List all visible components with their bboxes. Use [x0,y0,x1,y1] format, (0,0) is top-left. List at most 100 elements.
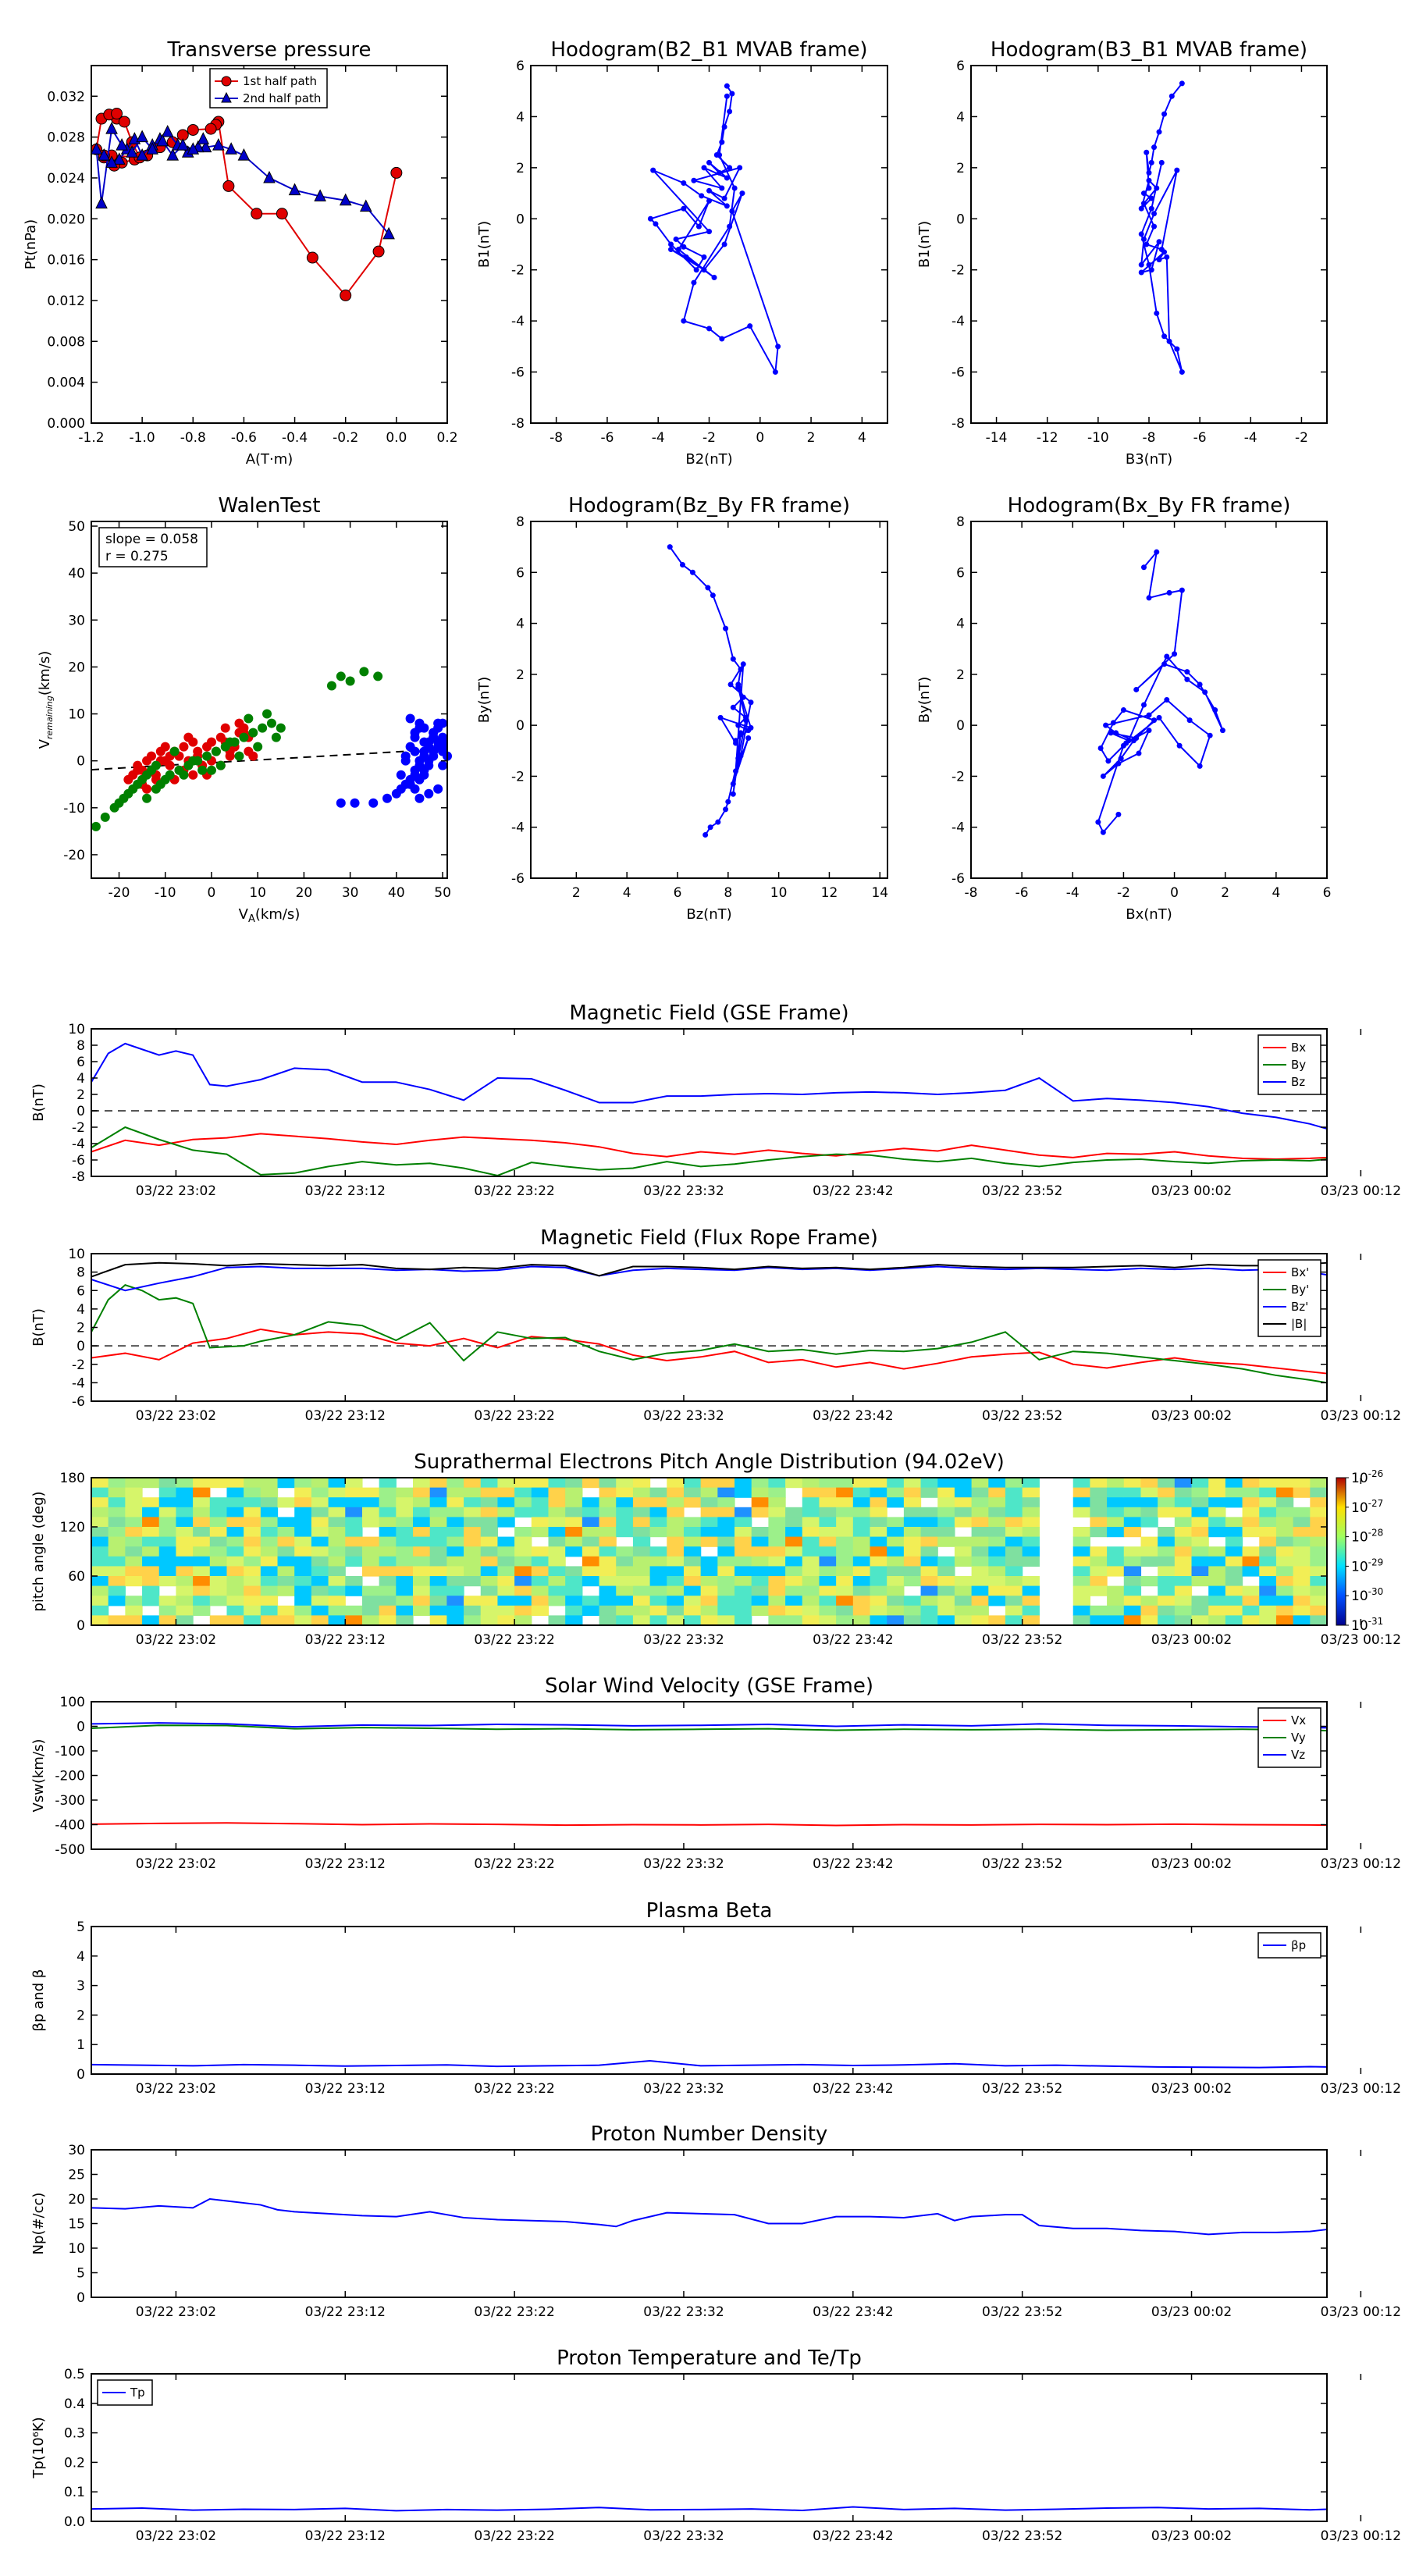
data-point [653,221,659,227]
heatmap-cell [1208,1566,1226,1577]
data-point [372,245,385,258]
heatmap-cell [209,1507,228,1517]
heatmap-cell [870,1546,887,1557]
heatmap-cell [819,1487,837,1498]
heatmap-cell [1225,1546,1243,1557]
data-point [729,208,735,214]
heatmap-cell [717,1527,735,1538]
heatmap-cell [1225,1615,1243,1626]
heatmap-cell [209,1517,228,1528]
heatmap-cell [396,1566,414,1577]
heatmap-cell [937,1536,955,1547]
heatmap-cell [413,1576,431,1587]
data-point [199,140,212,153]
heatmap-cell [413,1566,431,1577]
x-tick-label: 03/22 23:42 [813,2081,893,2097]
legend-marker [221,91,232,103]
heatmap-cell [1005,1497,1023,1508]
heatmap-cell [717,1536,735,1547]
heatmap-cell [277,1585,295,1596]
heatmap-cell [599,1517,617,1528]
heatmap-cell [954,1478,973,1489]
heatmap-cell [616,1527,634,1538]
heatmap-cell [819,1517,837,1528]
heatmap-cell [920,1596,938,1606]
heatmap-cell [768,1517,786,1528]
heatmap-cell [514,1585,532,1596]
data-point [197,132,210,144]
colorbar-label-base: 10 [1351,1559,1368,1574]
data-point [410,728,420,738]
heatmap-cell [1090,1497,1108,1508]
heatmap-cell [937,1527,955,1538]
heatmap-cell [1123,1546,1142,1557]
heatmap-cell [1174,1605,1193,1616]
data-point [699,193,705,199]
data-point [1138,205,1144,212]
heatmap-cell [768,1596,786,1606]
heatmap-cell [700,1517,718,1528]
heatmap-cell [717,1556,735,1567]
heatmap-cell [903,1615,922,1626]
heatmap-cell [1275,1546,1294,1557]
legend-label: 1st half path [243,74,317,88]
heatmap-cell [802,1478,820,1489]
heatmap-cell [649,1517,667,1528]
heatmap-cell [785,1556,803,1567]
x-axis-label: B2(nT) [685,451,732,468]
y-tick-label: 0 [76,1104,85,1119]
heatmap-cell [158,1507,177,1517]
heatmap-cell [1107,1517,1125,1528]
heatmap-cell [396,1517,414,1528]
heatmap-cell [446,1605,464,1616]
heatmap-cell [294,1556,312,1567]
heatmap-cell [226,1566,244,1577]
data-point [258,723,268,733]
heatmap-cell [954,1576,973,1587]
heatmap-cell [226,1497,244,1508]
data-point [721,195,727,201]
heatmap-cell [954,1596,973,1606]
heatmap-cell [819,1536,837,1547]
heatmap-cell [988,1556,1006,1567]
heatmap-cell [91,1487,109,1498]
heatmap-cell [903,1596,922,1606]
heatmap-cell [1005,1596,1023,1606]
y-tick-label: -6 [951,365,965,381]
heatmap-cell [971,1576,989,1587]
heatmap-cell [294,1536,312,1547]
data-point [1146,185,1152,191]
legend-label: Vx [1291,1713,1306,1727]
legend-label: βp [1291,1938,1306,1952]
legend-marker [221,76,232,87]
data-point [1110,720,1116,726]
heatmap-cell [582,1596,600,1606]
heatmap-cell [971,1605,989,1616]
data-point [429,751,439,761]
heatmap-cell [852,1527,871,1538]
data-point [1184,676,1190,682]
heatmap-cell [429,1585,447,1596]
data-point [105,155,118,168]
heatmap-cell [700,1576,718,1587]
heatmap-cell [158,1576,177,1587]
heatmap-cell [1022,1507,1040,1517]
colorbar-label-base: 10 [1351,1589,1368,1604]
y-tick-label: 2 [956,161,965,176]
heatmap-cell [1208,1615,1226,1626]
data-point [206,765,216,775]
data-point [424,760,434,770]
x-tick-label: -8 [965,885,978,901]
data-point [1138,231,1144,237]
y-tick-label: -6 [72,1394,85,1410]
heatmap-cell [193,1507,211,1517]
heatmap-cell [497,1507,515,1517]
data-point [1130,738,1136,744]
bfr-panel: Magnetic Field (Flux Rope Frame)-6-4-202… [30,1226,1401,1424]
data-point [724,203,730,209]
annotation-text: slope = 0.058 [105,532,198,547]
bgse-panel: Magnetic Field (GSE Frame)-8-6-4-2024681… [30,1002,1401,1199]
y-tick-label: 4 [76,1071,85,1087]
x-tick-label: 03/22 23:52 [982,1183,1062,1199]
data-point [706,326,712,332]
